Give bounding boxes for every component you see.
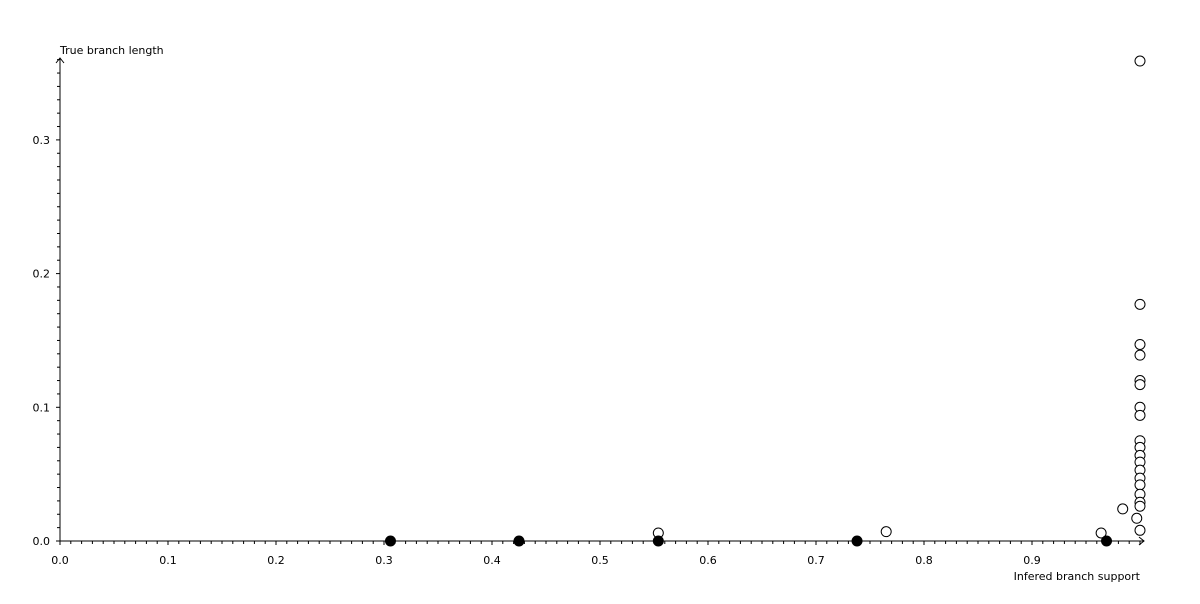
- y-tick-label: 0.1: [33, 401, 51, 414]
- filled-data-point: [513, 535, 525, 547]
- x-tick-label: 0.7: [807, 554, 825, 567]
- x-tick-label: 0.0: [51, 554, 69, 567]
- open-data-point: [1134, 409, 1146, 421]
- open-data-point: [880, 526, 892, 538]
- axes: [55, 57, 1145, 546]
- open-data-point: [1131, 512, 1143, 524]
- open-data-point: [1134, 479, 1146, 491]
- y-axis-arrow: [55, 57, 65, 64]
- y-axis-ticks: 0.0 0.1 0.2 0.3: [33, 59, 60, 548]
- x-tick-label: 0.2: [267, 554, 285, 567]
- open-data-point: [1134, 349, 1146, 361]
- x-tick-label: 0.9: [1023, 554, 1041, 567]
- open-data-point: [1134, 298, 1146, 310]
- filled-data-point: [652, 535, 664, 547]
- filled-data-point: [384, 535, 396, 547]
- open-data-point: [1117, 503, 1129, 515]
- open-data-point: [1134, 55, 1146, 67]
- x-axis-ticks: 0.0 0.1 0.2 0.3 0.4 0.5 0.6 0.7 0.8 0.9: [51, 541, 1141, 567]
- y-axis-label: True branch length: [59, 44, 164, 57]
- filled-data-point: [1101, 535, 1113, 547]
- x-tick-label: 0.5: [591, 554, 609, 567]
- y-tick-label: 0.0: [33, 535, 51, 548]
- x-axis-label: Infered branch support: [1014, 570, 1141, 583]
- x-tick-label: 0.6: [699, 554, 717, 567]
- x-tick-label: 0.4: [483, 554, 501, 567]
- open-data-point: [1134, 379, 1146, 391]
- open-data-point: [1134, 524, 1146, 536]
- x-axis-arrow: [1138, 536, 1145, 546]
- open-data-point: [1134, 500, 1146, 512]
- x-tick-label: 0.3: [375, 554, 393, 567]
- open-data-point: [1095, 527, 1107, 539]
- open-data-point: [1134, 338, 1146, 350]
- x-tick-label: 0.8: [915, 554, 933, 567]
- x-tick-label: 0.1: [159, 554, 177, 567]
- data-points: [384, 55, 1146, 547]
- y-tick-label: 0.3: [33, 134, 51, 147]
- filled-data-point: [851, 535, 863, 547]
- y-tick-label: 0.2: [33, 268, 51, 281]
